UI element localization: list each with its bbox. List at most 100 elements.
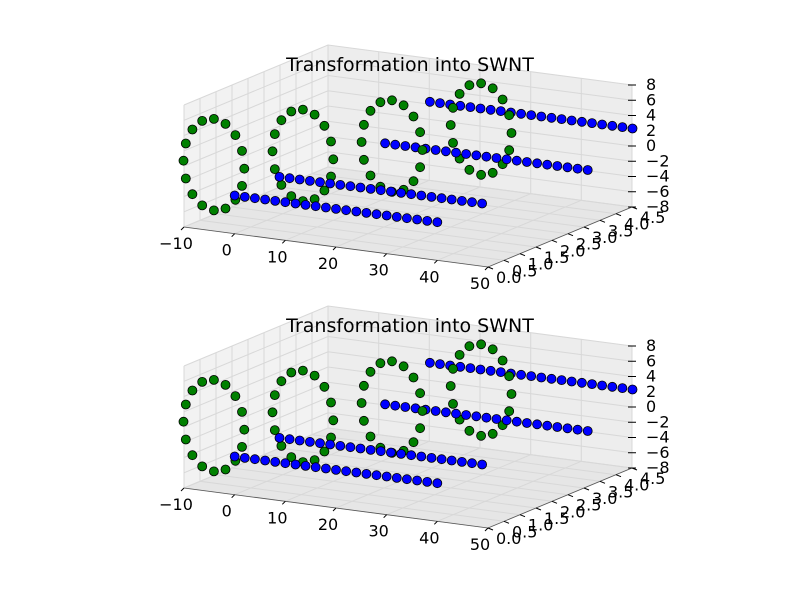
x-tick-label: 50 <box>470 535 490 554</box>
blue-point <box>426 452 437 463</box>
green-point <box>358 415 369 426</box>
z-tick-label: 4 <box>646 367 656 386</box>
y-tick-label: 0.0 <box>496 529 521 548</box>
green-point <box>309 370 320 381</box>
blue-point <box>516 369 526 380</box>
x-tick-label: 50 <box>470 274 490 293</box>
green-point <box>197 116 208 126</box>
blue-point <box>491 414 502 424</box>
green-point <box>178 416 189 427</box>
y-tick-label: 4.0 <box>624 476 649 495</box>
green-point <box>365 431 376 442</box>
blue-point <box>371 470 382 481</box>
blue-point <box>304 175 315 186</box>
blue-point <box>335 179 346 190</box>
green-point <box>197 461 208 472</box>
green-point <box>408 176 419 187</box>
green-point <box>464 80 475 91</box>
z-tick-label: 8 <box>646 336 656 355</box>
blue-point <box>556 114 567 124</box>
green-point <box>239 424 250 435</box>
blue-point <box>249 454 260 465</box>
blue-point <box>511 155 522 166</box>
green-point <box>286 367 297 378</box>
blue-point <box>546 373 557 384</box>
blue-point <box>381 210 392 221</box>
green-point <box>476 78 487 89</box>
z-tick-label: 8 <box>646 75 656 94</box>
blue-point <box>424 357 435 368</box>
blue-point <box>375 446 386 457</box>
blue-point <box>587 379 597 390</box>
blue-point <box>597 380 607 391</box>
blue-point <box>532 419 542 430</box>
green-point <box>328 415 339 426</box>
z-tick-label: −2 <box>646 412 670 431</box>
blue-point <box>435 359 445 370</box>
blue-point <box>465 363 476 374</box>
green-point <box>208 374 219 385</box>
blue-point <box>430 406 441 416</box>
green-point <box>187 124 198 135</box>
blue-point <box>341 466 352 477</box>
blue-point <box>249 193 260 204</box>
blue-point <box>471 150 482 161</box>
y-tick-label: 3.0 <box>592 489 617 508</box>
blue-point <box>310 201 321 212</box>
green-point <box>464 164 475 175</box>
blue-point <box>485 365 496 376</box>
green-point <box>358 154 369 165</box>
green-point <box>237 406 247 417</box>
y-tick-label: 2.5 <box>576 496 601 515</box>
green-point <box>326 136 336 147</box>
green-point <box>220 203 231 214</box>
blue-point <box>391 211 402 222</box>
blue-point <box>552 161 563 171</box>
blue-point <box>532 158 542 169</box>
blue-point <box>381 471 392 482</box>
blue-point <box>391 472 402 483</box>
z-tick-label: 0 <box>646 397 656 416</box>
blue-point <box>406 450 417 461</box>
blue-point <box>239 191 250 202</box>
tick-labels: −10 0 10 20 30 40 50 0.00.51.01.52.02.53.03.54.… <box>159 336 669 554</box>
y-tick-label: 1.5 <box>544 248 569 267</box>
green-point <box>269 390 280 401</box>
blue-point <box>400 402 411 412</box>
z-tick-label: 2 <box>646 121 656 140</box>
blue-point <box>577 377 587 388</box>
x-tick-label: 0 <box>222 241 232 260</box>
blue-point <box>345 181 356 192</box>
green-point <box>387 95 397 106</box>
blue-point <box>424 96 435 107</box>
blue-point <box>315 177 325 188</box>
green-point <box>230 130 241 141</box>
green-point <box>487 83 498 94</box>
y-tick-label: 3.0 <box>592 228 617 247</box>
green-point <box>445 381 456 391</box>
green-point <box>269 129 280 140</box>
green-point <box>448 137 458 148</box>
z-tick-label: −8 <box>646 197 670 216</box>
blue-point <box>546 112 557 123</box>
blue-point <box>522 157 532 167</box>
green-point <box>309 109 320 120</box>
blue-point <box>365 444 376 455</box>
green-point <box>497 94 508 105</box>
green-point <box>476 169 487 180</box>
green-point <box>239 163 250 174</box>
blue-point <box>446 455 457 466</box>
blue-point <box>465 102 476 112</box>
blue-point <box>260 455 271 466</box>
green-point <box>365 170 376 181</box>
y-tick-label: 0.0 <box>496 268 521 287</box>
green-point <box>408 372 419 383</box>
green-point <box>356 398 367 408</box>
x-tick-label: 0 <box>222 502 232 521</box>
blue-point <box>412 214 423 225</box>
blue-point <box>432 478 443 489</box>
green-point <box>454 89 465 99</box>
plot-top-title: Transformation into SWNT <box>285 54 534 76</box>
green-point <box>375 97 386 108</box>
blue-point <box>361 468 372 479</box>
